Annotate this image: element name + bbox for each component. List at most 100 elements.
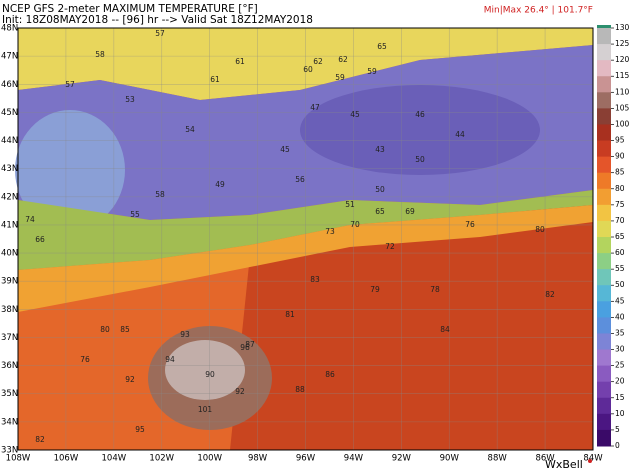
lat-label: 46N	[1, 80, 18, 90]
lon-label: 84W	[583, 454, 603, 464]
station-value: 79	[370, 285, 380, 294]
colorbar-label: 95	[615, 136, 625, 145]
lat-label: 39N	[1, 277, 18, 287]
lat-label: 41N	[1, 220, 18, 230]
colorbar-label: 0	[615, 441, 620, 450]
colorbar-segment	[597, 140, 611, 158]
station-value: 70	[350, 220, 360, 229]
station-value: 59	[335, 73, 345, 82]
station-value: 66	[35, 235, 45, 244]
station-value: 92	[235, 387, 245, 396]
colorbar-segment	[597, 172, 611, 190]
station-value: 65	[377, 42, 387, 51]
station-values: 62 62 65 59 57 58 61 57 53 60 61 59 45 47 44 46 43 45 50 54…	[25, 29, 555, 444]
station-value: 74	[25, 215, 35, 224]
colorbar-top	[597, 25, 611, 28]
lat-label: 48N	[1, 24, 18, 34]
lon-label: 86W	[535, 454, 555, 464]
colorbar-segment	[597, 220, 611, 238]
lat-label: 36N	[1, 361, 18, 371]
lon-label: 92W	[392, 454, 412, 464]
station-value: 76	[80, 355, 90, 364]
station-value: 58	[155, 190, 165, 199]
logo-dot	[588, 459, 592, 463]
colorbar-label: 5	[615, 425, 620, 434]
station-value: 57	[155, 29, 165, 38]
station-value: 94	[165, 355, 175, 364]
colorbar-segment	[597, 76, 611, 93]
station-value: 83	[310, 275, 320, 284]
station-value: 90	[205, 370, 215, 379]
colorbar-label: 110	[615, 87, 630, 96]
colorbar-label: 85	[615, 168, 625, 177]
colorbar-segment	[597, 317, 611, 334]
station-value: 87	[245, 340, 255, 349]
station-value: 78	[430, 285, 440, 294]
lon-label: 88W	[488, 454, 508, 464]
colorbar-label: 75	[615, 200, 625, 209]
station-value: 80	[100, 325, 110, 334]
lat-label: 37N	[1, 333, 18, 343]
station-value: 51	[345, 200, 355, 209]
station-value: 84	[440, 325, 450, 334]
station-value: 46	[415, 110, 425, 119]
station-value: 50	[375, 185, 385, 194]
station-value: 65	[375, 207, 385, 216]
station-value: 54	[185, 125, 195, 134]
station-value: 92	[125, 375, 135, 384]
colorbar-segment	[597, 204, 611, 222]
lat-label: 34N	[1, 417, 18, 427]
lon-label: 96W	[296, 454, 316, 464]
colorbar-label: 125	[615, 39, 630, 48]
lon-label: 98W	[248, 454, 268, 464]
station-value: 60	[303, 65, 313, 74]
colorbar: 1301251201151101051009590858075706560555…	[597, 23, 630, 450]
colorbar-label: 35	[615, 328, 625, 337]
station-value: 82	[35, 435, 45, 444]
colorbar-label: 40	[615, 312, 625, 321]
colorbar-label: 60	[615, 248, 625, 257]
colorbar-label: 90	[615, 152, 625, 161]
station-value: 59	[367, 67, 377, 76]
station-value: 44	[455, 130, 465, 139]
station-value: 45	[280, 145, 290, 154]
colorbar-segment	[597, 108, 611, 125]
colorbar-label: 120	[615, 55, 630, 64]
colorbar-label: 50	[615, 280, 625, 289]
lat-label: 38N	[1, 305, 18, 315]
station-value: 55	[130, 210, 140, 219]
colorbar-label: 115	[615, 71, 630, 80]
station-value: 93	[180, 330, 190, 339]
colorbar-segment	[597, 365, 611, 383]
station-value: 47	[310, 103, 320, 112]
station-value: 61	[235, 57, 245, 66]
lat-label: 40N	[1, 249, 18, 259]
colorbar-label: 80	[615, 184, 625, 193]
station-value: 69	[405, 207, 415, 216]
lon-label: 94W	[344, 454, 364, 464]
station-value: 49	[215, 180, 225, 189]
station-value: 50	[415, 155, 425, 164]
station-value: 76	[465, 220, 475, 229]
colorbar-segment	[597, 156, 611, 174]
lon-label: 102W	[149, 454, 174, 464]
station-value: 62	[338, 55, 348, 64]
station-value: 95	[135, 425, 145, 434]
lon-label: 90W	[440, 454, 460, 464]
colorbar-segment	[597, 188, 611, 206]
colorbar-label: 45	[615, 296, 625, 305]
lat-label: 35N	[1, 389, 18, 399]
colorbar-label: 130	[615, 23, 630, 32]
colorbar-label: 100	[615, 119, 630, 128]
colorbar-segment	[597, 60, 611, 77]
station-value: 96	[240, 343, 250, 352]
station-value: 73	[325, 227, 335, 236]
colorbar-segment	[597, 397, 611, 415]
station-value: 56	[295, 175, 305, 184]
station-value: 82	[545, 290, 555, 299]
colorbar-label: 15	[615, 393, 625, 402]
lat-label: 43N	[1, 164, 18, 174]
colorbar-segment	[597, 349, 611, 367]
lat-label: 33N	[1, 446, 18, 456]
